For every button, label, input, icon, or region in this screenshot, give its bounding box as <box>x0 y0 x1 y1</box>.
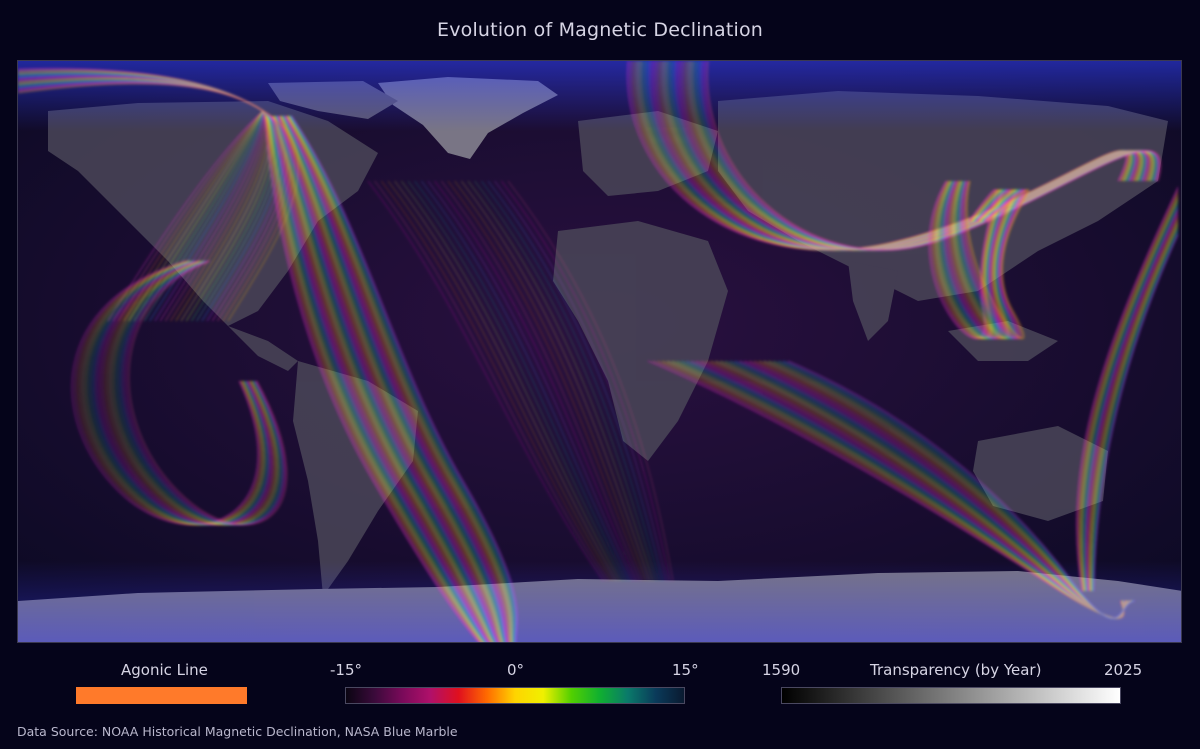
transparency-colorbar <box>781 687 1121 704</box>
india <box>848 261 898 341</box>
east-band <box>1075 186 1179 592</box>
transparency-label: Transparency (by Year) <box>870 661 1042 679</box>
atlantic-band <box>367 180 674 582</box>
africa <box>553 221 728 461</box>
declination-mid-label: 0° <box>507 661 525 679</box>
pacific-loop <box>71 260 288 526</box>
agonic-line-label: Agonic Line <box>121 661 208 679</box>
north-pole-glow <box>18 61 1181 131</box>
southern-band <box>647 360 1136 619</box>
asia-inner-loop <box>928 180 1030 339</box>
americas-band <box>263 115 518 642</box>
declination-min-label: -15° <box>330 661 362 679</box>
isogonic-lines <box>18 61 1179 642</box>
north-polar-fan <box>18 67 299 322</box>
central-america <box>228 326 298 371</box>
declination-colorbar <box>345 687 685 704</box>
data-source: Data Source: NOAA Historical Magnetic De… <box>17 724 458 739</box>
declination-map <box>17 60 1182 643</box>
chart-title: Evolution of Magnetic Declination <box>436 19 764 41</box>
transparency-start-year: 1590 <box>762 661 801 679</box>
declination-max-label: 15° <box>672 661 699 679</box>
agonic-line-swatch <box>76 687 247 704</box>
south-pole-glow <box>18 561 1181 642</box>
transparency-end-year: 2025 <box>1104 661 1143 679</box>
australia <box>973 426 1108 521</box>
